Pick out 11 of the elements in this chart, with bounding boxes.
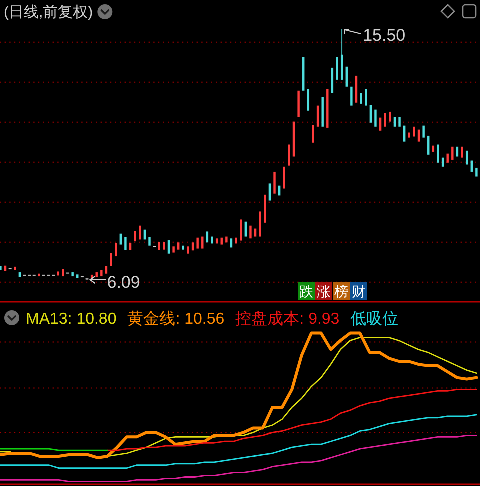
text: MA13: 10.80 [26, 311, 117, 328]
chart-title: (日线,前复权) [4, 4, 94, 21]
button: 跌 [298, 282, 315, 300]
annotation: 15.50 [363, 26, 406, 45]
text: 低吸位 [350, 311, 399, 328]
button: 涨 [316, 282, 332, 300]
annotation: 6.09 [107, 273, 140, 292]
button: 财 [350, 282, 368, 300]
text: 黄金线: 10.56 [128, 310, 225, 328]
button: 榜 [333, 282, 350, 300]
text: 控盘成本: 9.93 [236, 310, 340, 328]
